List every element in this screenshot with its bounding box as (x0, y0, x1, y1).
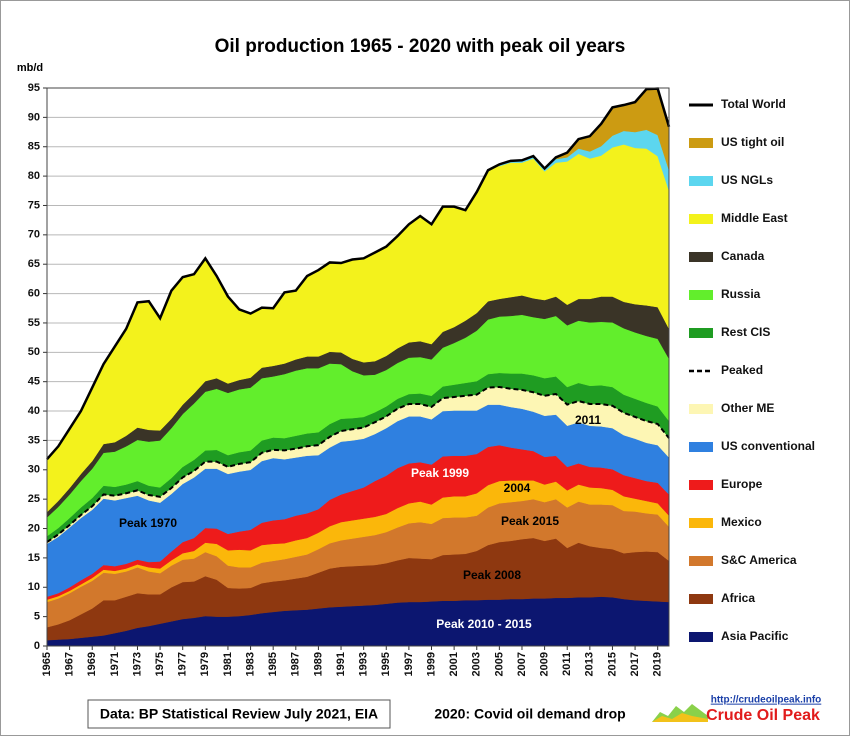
legend-swatch (689, 252, 713, 262)
x-tick-label: 1971 (109, 652, 121, 676)
y-tick-label: 5 (34, 611, 40, 623)
legend-label: US NGLs (721, 173, 773, 187)
legend-swatch (689, 556, 713, 566)
x-tick-label: 1981 (222, 652, 234, 676)
source-box (87, 699, 391, 729)
x-tick-label: 1969 (86, 652, 98, 676)
legend-label: Africa (721, 591, 755, 605)
legend-label: Middle East (721, 211, 788, 225)
y-tick-label: 50 (28, 346, 40, 358)
x-tick-label: 2013 (584, 652, 596, 676)
legend-swatch (689, 290, 713, 300)
x-tick-label: 2009 (539, 652, 551, 676)
legend-label: Europe (721, 477, 763, 491)
x-tick-label: 1979 (199, 652, 211, 676)
y-tick-label: 40 (28, 405, 40, 417)
y-tick-label: 85 (28, 141, 40, 153)
legend-swatch (689, 328, 713, 338)
logo: http://crudeoilpeak.info Crude Oil Peak (652, 695, 822, 724)
peaked-line (46, 385, 670, 543)
legend-label: Canada (721, 249, 765, 263)
annotation: Peak 2008 (463, 568, 521, 582)
annotation: Peak 1970 (119, 516, 177, 530)
x-tick-label: 2011 (561, 652, 573, 676)
x-tick-label: 1983 (244, 652, 256, 676)
legend-swatch (689, 480, 713, 490)
y-tick-label: 70 (28, 229, 40, 241)
y-tick-label: 95 (28, 82, 40, 94)
legend-label: US conventional (721, 439, 815, 453)
legend-label: US tight oil (721, 135, 784, 149)
y-tick-label: 25 (28, 493, 40, 505)
legend-swatch (689, 518, 713, 528)
y-tick-label: 10 (28, 581, 40, 593)
y-axis-label: mb/d (17, 62, 43, 74)
x-tick-label: 1995 (380, 652, 392, 676)
legend-label: Total World (721, 97, 786, 111)
x-tick-label: 2015 (606, 652, 618, 676)
covid-note: 2020: Covid oil demand drop (434, 706, 625, 722)
logo-url: http://crudeoilpeak.info (711, 695, 822, 706)
legend-swatch (689, 632, 713, 642)
legend-swatch (689, 404, 713, 414)
legend-swatch (689, 176, 713, 186)
annotation: Peak 2010 - 2015 (436, 617, 532, 631)
legend-label: S&C America (721, 553, 797, 567)
y-tick-label: 35 (28, 434, 40, 446)
annotation: Peak 2015 (501, 514, 559, 528)
annotation: 2011 (575, 413, 601, 427)
legend-swatch (689, 594, 713, 604)
x-tick-label: 1967 (64, 652, 76, 676)
y-tick-label: 0 (34, 640, 40, 652)
x-tick-label: 1991 (335, 652, 347, 676)
logo-graphic (652, 713, 708, 722)
x-tick-label: 2019 (652, 652, 664, 676)
x-tick-label: 1985 (267, 652, 279, 676)
x-tick-label: 1999 (425, 652, 437, 676)
y-tick-label: 60 (28, 287, 40, 299)
total-line (46, 87, 671, 461)
x-tick-label: 1989 (312, 652, 324, 676)
x-tick-label: 1977 (177, 652, 189, 676)
legend-label: Rest CIS (721, 325, 770, 339)
y-tick-label: 65 (28, 258, 40, 270)
legend-swatch (689, 442, 713, 452)
legend-label: Russia (721, 287, 761, 301)
x-tick-label: 2001 (448, 652, 460, 676)
x-tick-label: 1997 (403, 652, 415, 676)
y-tick-label: 75 (28, 199, 40, 211)
logo-brand: Crude Oil Peak (706, 707, 820, 724)
x-tick-label: 2005 (493, 652, 505, 676)
y-tick-label: 45 (28, 376, 40, 388)
legend-label: Peaked (721, 363, 763, 377)
legend-label: Asia Pacific (721, 629, 789, 643)
x-tick-label: 1973 (131, 652, 143, 676)
legend-swatch (689, 214, 713, 224)
source-note: Data: BP Statistical Review July 2021, E… (100, 706, 378, 722)
x-tick-label: 2007 (516, 652, 528, 676)
y-tick-label: 30 (28, 464, 40, 476)
x-tick-label: 2017 (629, 652, 641, 676)
y-tick-label: 20 (28, 522, 40, 534)
annotation: 2004 (504, 481, 531, 495)
plot-frame (46, 87, 670, 647)
y-tick-label: 55 (28, 317, 40, 329)
y-tick-label: 90 (28, 111, 40, 123)
x-tick-label: 1987 (290, 652, 302, 676)
x-tick-label: 2003 (471, 652, 483, 676)
legend-swatch (689, 138, 713, 148)
annotation: Peak 1999 (411, 466, 469, 480)
legend-label: Other ME (721, 401, 774, 415)
legend-label: Mexico (721, 515, 762, 529)
x-tick-label: 1993 (358, 652, 370, 676)
x-tick-label: 1965 (41, 652, 53, 676)
y-tick-label: 80 (28, 170, 40, 182)
y-tick-label: 15 (28, 552, 40, 564)
chart-title: Oil production 1965 - 2020 with peak oil… (215, 36, 626, 57)
x-tick-label: 1975 (154, 652, 166, 676)
